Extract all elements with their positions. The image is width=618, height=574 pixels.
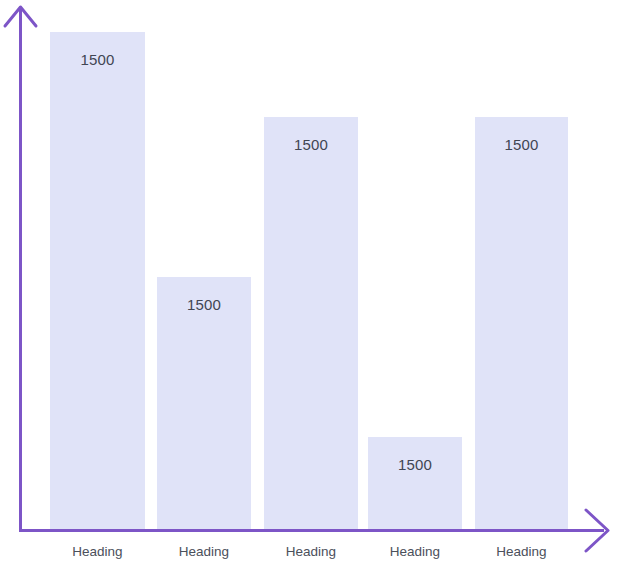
category-labels-layer: Heading Heading Heading Heading Heading — [0, 0, 618, 574]
category-label: Heading — [368, 544, 462, 560]
category-label: Heading — [264, 544, 358, 560]
category-label: Heading — [475, 544, 568, 560]
category-label: Heading — [50, 544, 145, 560]
category-label: Heading — [157, 544, 251, 560]
bar-chart: 15001500150015001500 HeadingHeadingHeadi… — [0, 0, 618, 574]
